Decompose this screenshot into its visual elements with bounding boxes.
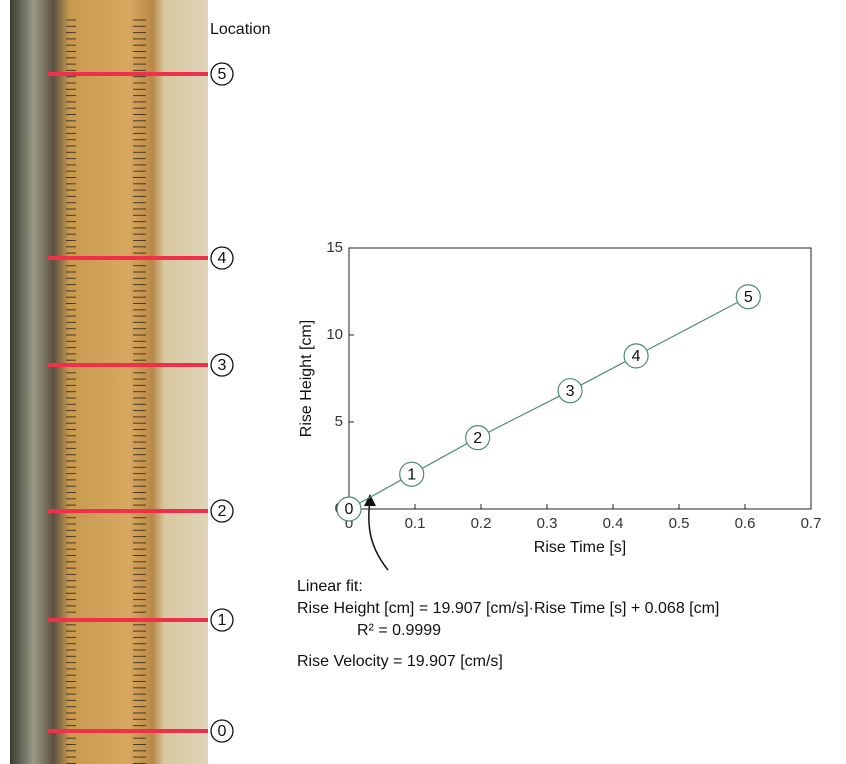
data-point bbox=[465, 425, 491, 451]
y-axis-label: Rise Height [cm] bbox=[298, 320, 315, 437]
point-label: 4 bbox=[632, 348, 641, 365]
ruler-ticks bbox=[66, 19, 146, 764]
location-label: 0 bbox=[218, 723, 227, 740]
arrow bbox=[368, 499, 389, 571]
point-label: 0 bbox=[345, 501, 354, 518]
point-label: 3 bbox=[566, 383, 575, 400]
location-circle bbox=[210, 719, 234, 743]
location-circle bbox=[210, 499, 234, 523]
ruler-photo bbox=[10, 0, 208, 764]
annotation: Rise Height [cm] = 19.907 [cm/s]·Rise Ti… bbox=[297, 600, 719, 617]
data-point bbox=[735, 284, 761, 310]
annotation: Linear fit: bbox=[297, 578, 363, 595]
data-point bbox=[336, 496, 362, 522]
location-label: 4 bbox=[218, 250, 227, 267]
x-tick-label: 0.4 bbox=[603, 515, 624, 532]
photo-title: Location bbox=[210, 21, 271, 38]
x-tick-label: 0.3 bbox=[537, 515, 558, 532]
x-tick-label: 0 bbox=[345, 515, 353, 532]
x-tick-label: 0.2 bbox=[471, 515, 492, 532]
location-label: 1 bbox=[218, 612, 227, 629]
location-label: 3 bbox=[218, 357, 227, 374]
x-axis-label: Rise Time [s] bbox=[534, 539, 626, 556]
point-label: 2 bbox=[473, 430, 482, 447]
y-tick-label: 10 bbox=[326, 326, 343, 343]
annotation: R² = 0.9999 bbox=[357, 622, 441, 639]
plot-frame bbox=[348, 247, 812, 510]
location-circle bbox=[210, 353, 234, 377]
x-tick-label: 0.6 bbox=[735, 515, 756, 532]
point-label: 1 bbox=[407, 466, 416, 483]
point-label: 5 bbox=[744, 289, 753, 306]
location-circle bbox=[210, 62, 234, 86]
data-point bbox=[623, 343, 649, 369]
location-circle bbox=[210, 608, 234, 632]
arrow-head bbox=[364, 494, 376, 506]
x-tick-label: 0.5 bbox=[669, 515, 690, 532]
x-tick-label: 0.7 bbox=[801, 515, 822, 532]
location-label: 5 bbox=[218, 66, 227, 83]
location-label: 2 bbox=[218, 503, 227, 520]
data-point bbox=[557, 378, 583, 404]
annotation: Rise Velocity = 19.907 [cm/s] bbox=[297, 653, 503, 670]
y-tick-label: 15 bbox=[326, 239, 343, 256]
y-tick-label: 5 bbox=[335, 413, 343, 430]
data-point bbox=[399, 461, 425, 487]
x-tick-label: 0.1 bbox=[405, 515, 426, 532]
location-circle bbox=[210, 246, 234, 270]
